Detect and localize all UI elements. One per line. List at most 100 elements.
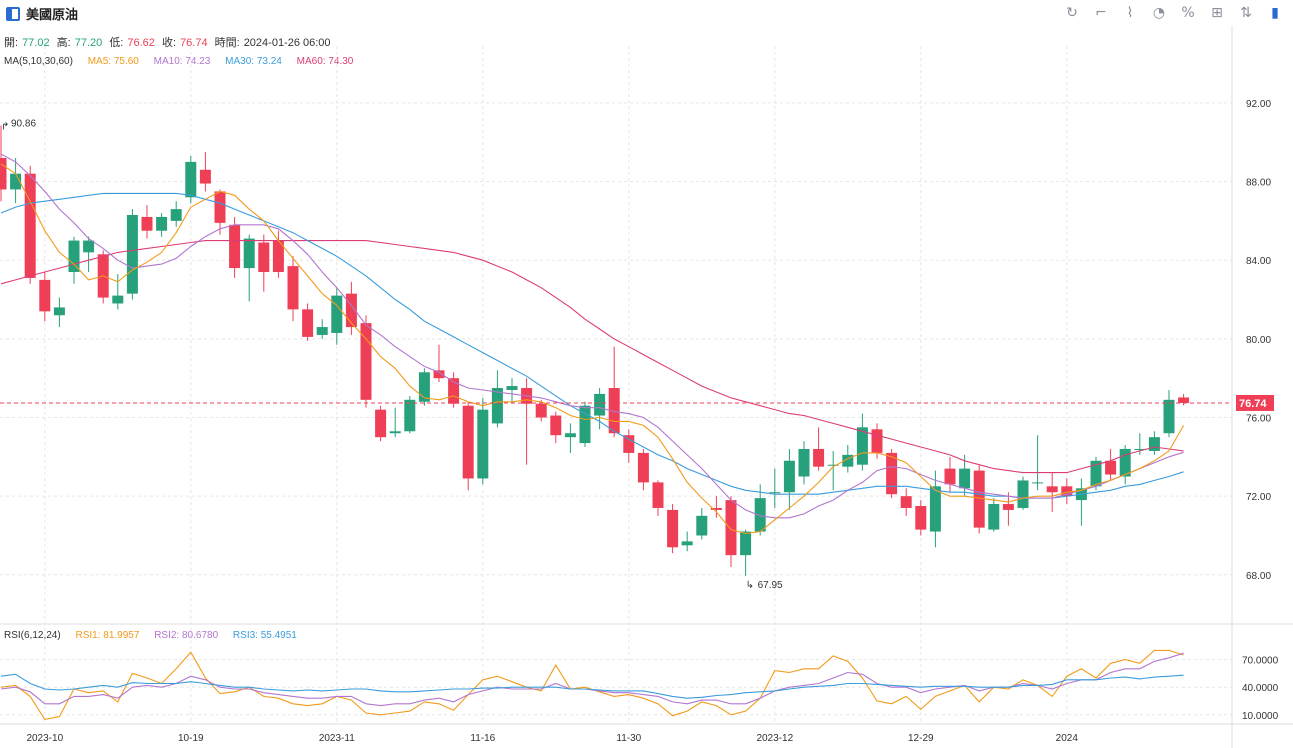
candle-body [1002,504,1014,510]
candle-body [39,279,51,312]
x-tick-label: 12-29 [908,733,934,744]
time-label: 時間: [214,37,240,49]
high-value: 77.20 [74,37,103,49]
candle-body [754,498,766,532]
candle-body [871,429,883,453]
candle-body [842,454,854,467]
symbol-title: 美國原油 [26,7,79,22]
rsi-legend-label[interactable]: RSI(6,12,24) [4,630,61,641]
candle-body [24,173,36,278]
candle-body [214,191,226,223]
candle-body [506,386,518,390]
toolbar: ↻ ⌐ ⌇ ◔% ⊞ ⇅ ▮ [1062,3,1285,23]
compare-icon[interactable]: ⇅ [1240,5,1252,21]
y-tick-label: 76.00 [1246,414,1271,425]
ma5-legend: MA5: 75.60 [87,56,139,67]
refresh-icon[interactable]: ↻ [1066,5,1078,21]
candle-body [827,464,839,466]
rsi2-legend: RSI2: 80.6780 [154,630,219,641]
candle-body [652,482,664,508]
x-tick-label: 11-16 [470,733,495,744]
rsi-tick-label: 40.0000 [1242,683,1279,694]
candle-body [1105,460,1117,475]
candle-body [740,531,752,556]
candle-body [769,492,781,494]
candle-body [477,409,489,479]
x-tick-label: 2024 [1056,733,1079,744]
candle-body [959,468,971,489]
candle-body [10,173,22,190]
candle-body [287,266,299,310]
candle-body [404,399,416,432]
chart-type-icon[interactable]: ⌇ [1126,5,1134,21]
low-label: 低: [109,37,124,49]
candle-body [1032,482,1044,484]
candle-body [608,388,620,434]
candle-body [53,307,65,316]
x-tick-label: 2023-11 [319,733,355,744]
candle-body [345,293,357,328]
candle-body [798,448,810,477]
candle-body [1046,486,1058,493]
candle-body [900,496,912,508]
candle-body [272,240,284,273]
candle-body [389,431,401,434]
candle-body [1119,448,1131,477]
candle-body [375,409,387,438]
candle-body [156,216,168,231]
x-tick-label: 11-30 [616,733,641,744]
rsi3-legend: RSI3: 55.4951 [232,630,297,641]
candle-body [491,388,503,424]
candle-body [637,452,649,483]
ma60-legend: MA60: 74.30 [296,56,354,67]
candle-body [1017,480,1029,508]
close-label: 收: [161,37,177,49]
layout-icon[interactable]: ▮ [1271,5,1279,21]
min-price-label: 67.95 [758,580,783,591]
last-price-label: 76.74 [1239,398,1267,410]
candle-body [112,295,124,304]
candle-body [1178,397,1190,403]
candle-body [302,309,314,337]
rsi-tick-label: 10.0000 [1242,711,1279,722]
rsi2-line [0,652,1184,707]
candle-body [1148,437,1160,451]
candle-body [783,460,795,493]
draw-icon[interactable]: ⌐ [1095,5,1107,21]
candle-body [68,240,80,273]
candle-body [83,240,95,253]
x-tick-label: 10-19 [178,733,204,744]
y-tick-label: 92.00 [1246,99,1271,110]
title-area: 美國原油 [6,4,78,23]
candle-body [681,541,693,546]
candle-body [462,405,474,479]
percent-icon[interactable]: % [1181,5,1195,21]
max-price-label: 90.86 [11,118,36,129]
candle-body [243,238,255,269]
sidebar-toggle-icon[interactable] [6,6,20,21]
x-tick-label: 2023-10 [26,733,63,744]
candle-body [331,295,343,333]
ma60-line [0,240,1184,474]
candle-body [360,323,372,400]
ma10-legend: MA10: 74.23 [153,56,211,67]
ohlc-readout: 開: 77.02 高: 77.20 低: 76.62 收: 76.74 時間: 2024-… [4,34,335,50]
candle-body [915,505,927,530]
candle-body [448,378,460,404]
candle-body [1090,460,1102,487]
rsi3-line [0,673,1184,699]
candle-body [433,370,445,379]
indicator-icon[interactable]: ◔ [1152,5,1166,21]
ma10-line [0,153,1184,519]
candle-body [550,415,562,436]
candle-body [929,486,941,532]
y-tick-label: 88.00 [1246,178,1271,189]
candle-body [126,214,138,294]
candle-body [594,393,606,416]
ma-legend-label[interactable]: MA(5,10,30,60) [4,56,73,67]
grid-icon[interactable]: ⊞ [1211,5,1223,21]
candle-body [973,470,985,528]
y-tick-label: 72.00 [1246,492,1271,503]
y-tick-label: 84.00 [1246,256,1271,267]
